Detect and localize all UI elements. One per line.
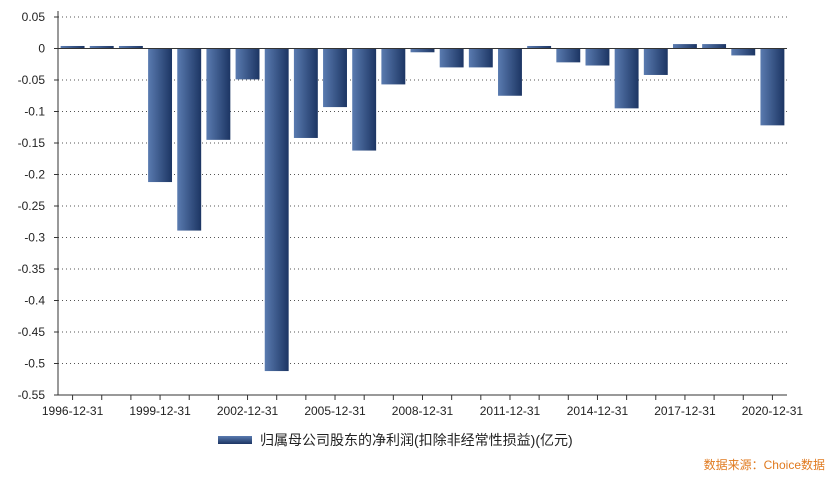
bar <box>527 45 552 49</box>
bar <box>60 45 85 49</box>
y-tick-labels: 0.05 0 -0.05 -0.1 -0.15 -0.2 -0.25 -0.3 -0.35 -0.… <box>18 10 46 402</box>
x-tick-label: 2020-12-31 <box>742 404 804 418</box>
bar <box>235 48 260 80</box>
bar <box>585 48 610 66</box>
bar <box>498 48 522 96</box>
y-tick-label: -0.2 <box>24 168 45 182</box>
x-tick-label: 2005-12-31 <box>304 404 366 418</box>
y-tick-label: -0.1 <box>24 105 45 119</box>
x-tick-label: 2002-12-31 <box>217 404 279 418</box>
bar <box>177 48 202 231</box>
y-tick-label: -0.45 <box>18 325 46 339</box>
bar <box>118 45 143 49</box>
source-label: 数据来源：Choice数据 <box>703 458 825 472</box>
legend-label: 归属母公司股东的净利润(扣除非经常性损益)(亿元) <box>260 432 573 448</box>
y-tick-label: -0.3 <box>24 231 45 245</box>
y-tick-label: 0 <box>38 42 45 56</box>
bar <box>556 48 581 63</box>
bar <box>643 48 668 75</box>
y-tick-label: -0.05 <box>18 73 46 87</box>
y-tick-label: -0.25 <box>18 199 46 213</box>
bar <box>614 48 639 109</box>
legend: 归属母公司股东的净利润(扣除非经常性损益)(亿元) <box>218 430 573 450</box>
x-tick-label: 2017-12-31 <box>654 404 716 418</box>
bar <box>760 48 785 126</box>
bar <box>439 48 464 68</box>
bar <box>702 44 727 49</box>
axes <box>54 11 787 400</box>
y-tick-label: -0.35 <box>18 262 46 276</box>
bar <box>323 48 347 108</box>
bar <box>89 45 114 49</box>
legend-swatch <box>218 436 252 444</box>
x-tick-label: 2008-12-31 <box>392 404 454 418</box>
y-tick-label: -0.15 <box>18 136 46 150</box>
x-tick-labels: 1996-12-31 1999-12-31 2002-12-31 2005-12-31… <box>42 404 804 418</box>
bar <box>264 48 289 372</box>
bar <box>352 48 377 151</box>
bar <box>468 48 493 68</box>
bar <box>410 48 435 53</box>
y-tick-label: 0.05 <box>22 10 46 24</box>
x-tick-label: 2014-12-31 <box>567 404 629 418</box>
x-tick-label: 1996-12-31 <box>42 404 104 418</box>
x-tick-label: 2011-12-31 <box>480 404 541 418</box>
bar <box>672 44 697 49</box>
bar <box>293 48 318 138</box>
bar <box>206 48 231 140</box>
bar <box>381 48 406 85</box>
bar <box>731 48 756 56</box>
x-tick-label: 1999-12-31 <box>129 404 191 418</box>
y-tick-label: -0.55 <box>18 388 46 402</box>
bar <box>148 48 173 183</box>
y-tick-label: -0.4 <box>24 294 45 308</box>
bars <box>60 44 785 372</box>
y-tick-label: -0.5 <box>24 357 45 371</box>
